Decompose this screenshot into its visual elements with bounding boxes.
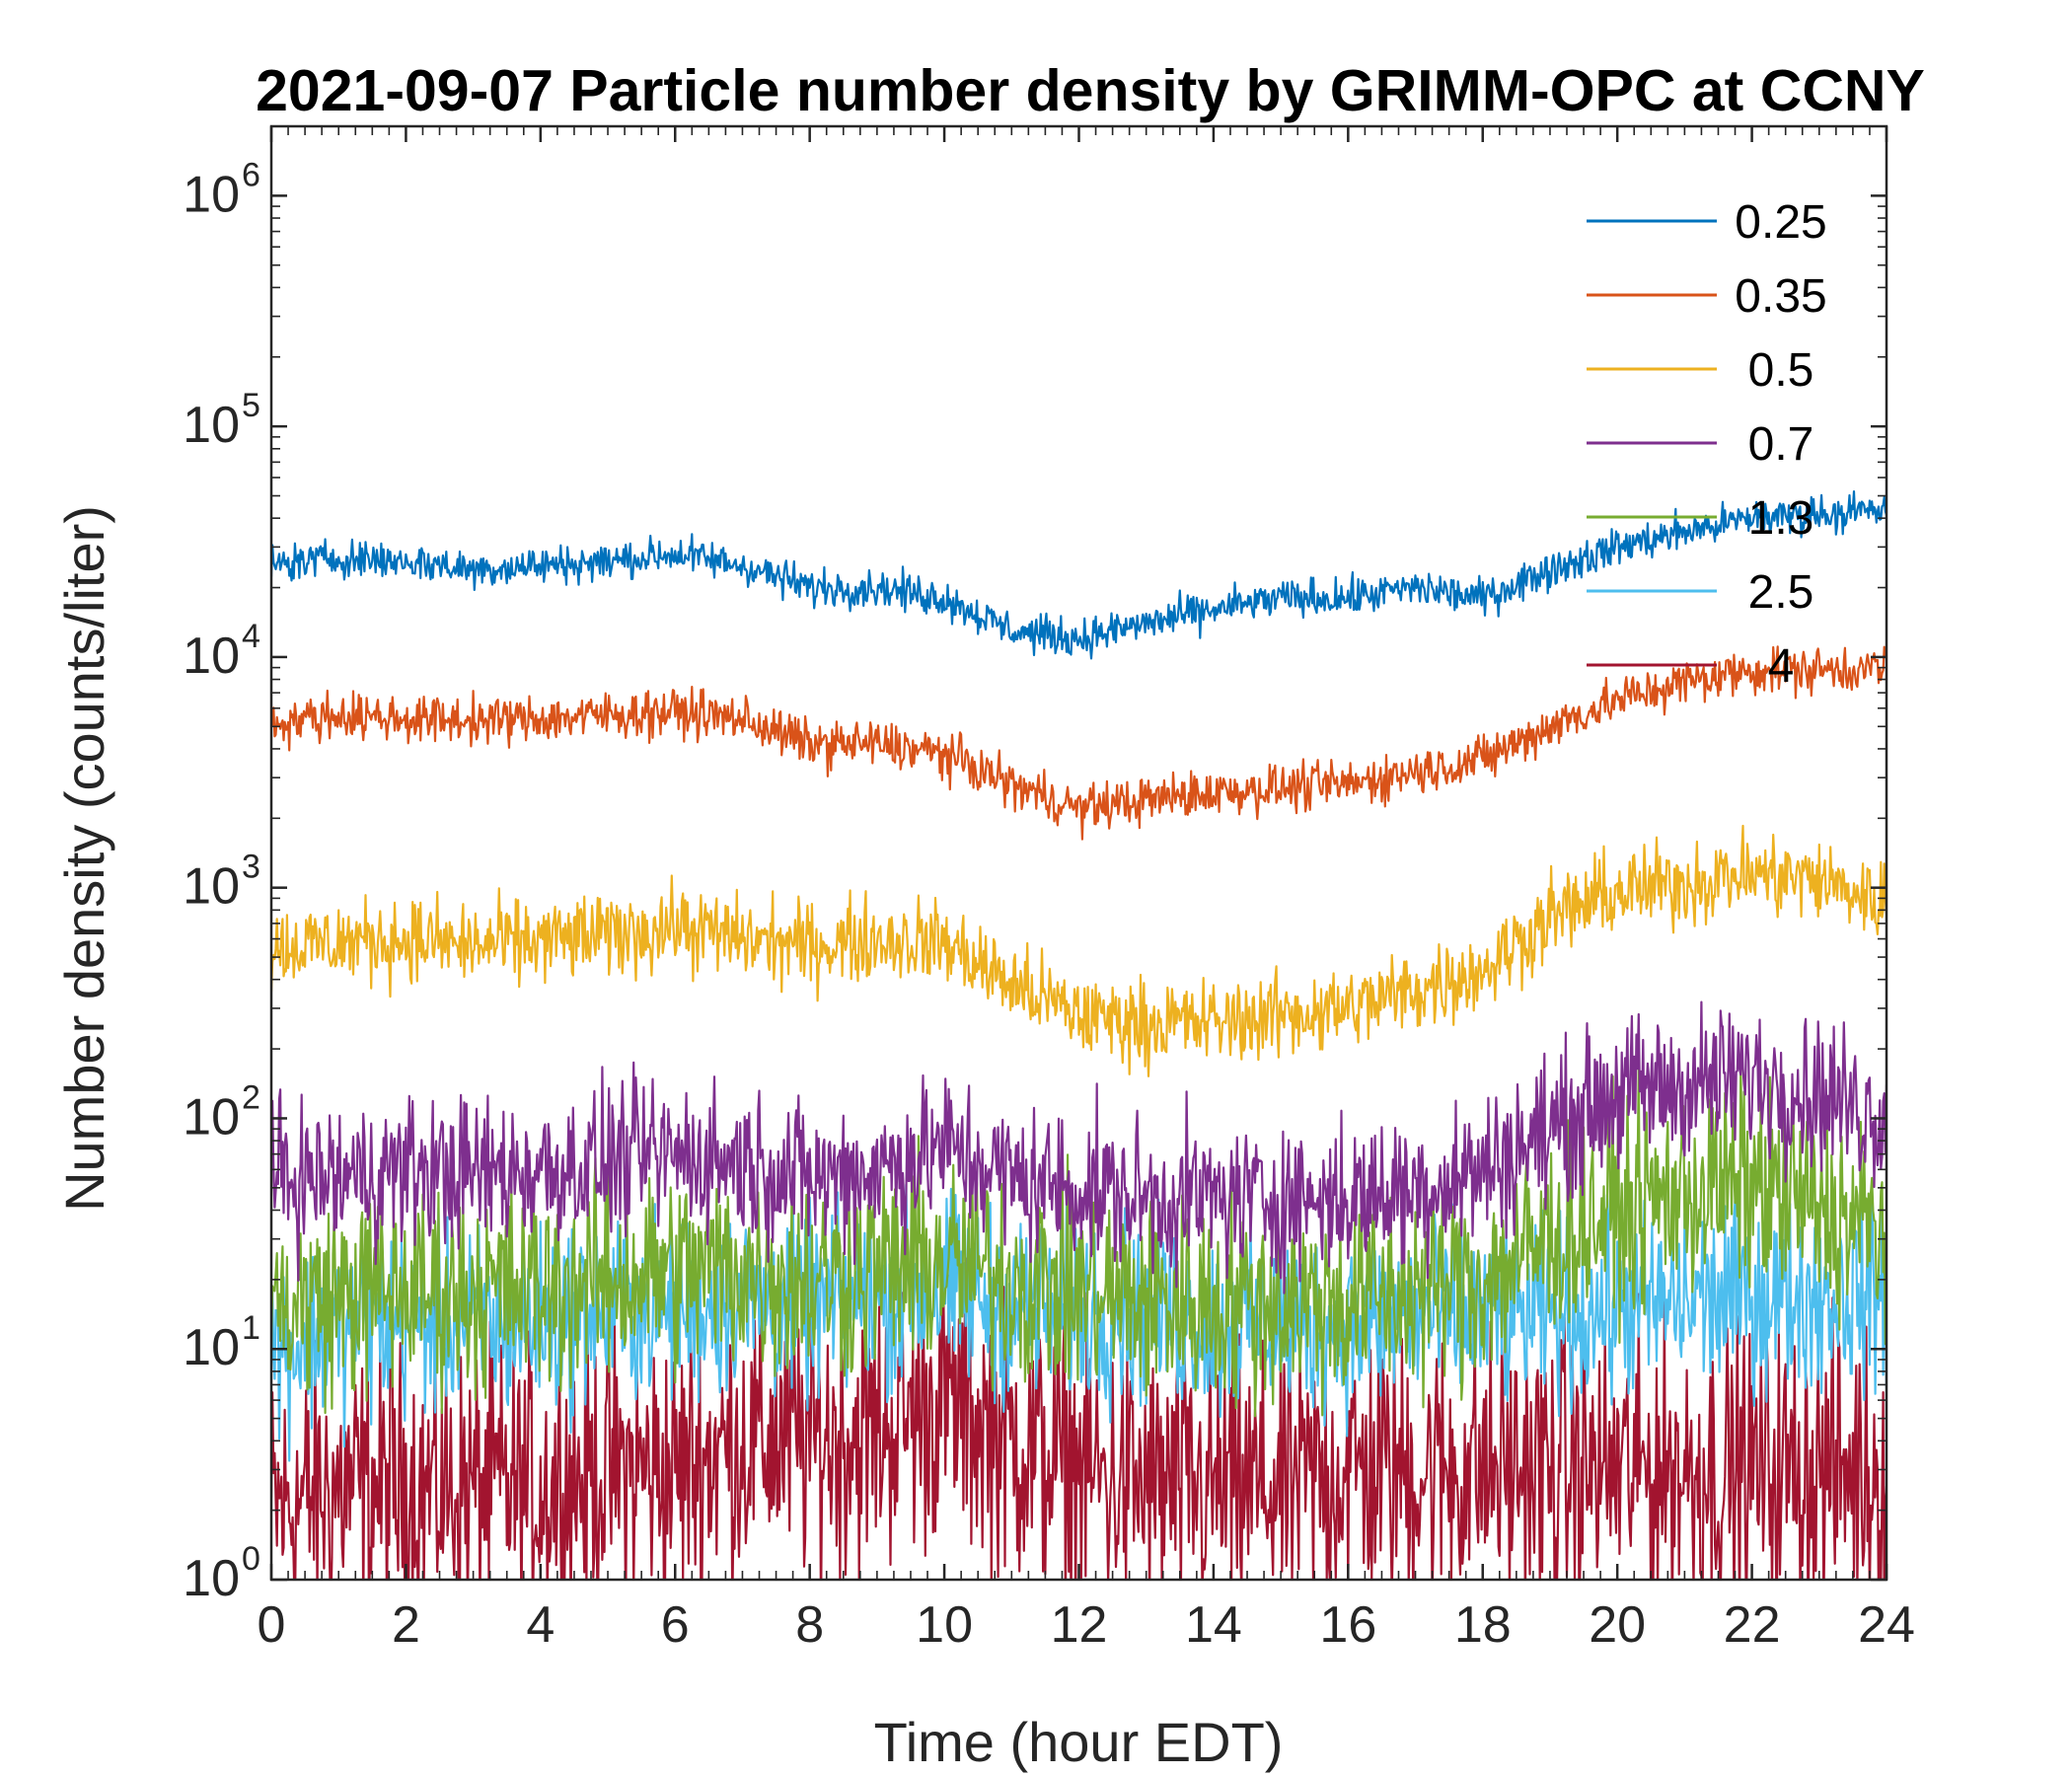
y-tick-label: 10 bbox=[183, 1319, 240, 1376]
x-tick-label: 22 bbox=[1724, 1596, 1781, 1654]
series-line-0-25 bbox=[271, 490, 1887, 660]
y-tick-label: 10 bbox=[183, 628, 240, 685]
y-tick-label: 10 bbox=[183, 166, 240, 223]
x-tick-label: 6 bbox=[661, 1596, 690, 1654]
series-line-1-3 bbox=[271, 1067, 1887, 1418]
legend-label: 2.5 bbox=[1748, 566, 1814, 619]
y-tick-exponent: 4 bbox=[242, 618, 260, 655]
x-tick-label: 14 bbox=[1185, 1596, 1242, 1654]
y-tick-exponent: 5 bbox=[242, 387, 260, 424]
y-axis-label: Number density (counts/liter) bbox=[53, 505, 115, 1212]
x-axis-label: Time (hour EDT) bbox=[874, 1711, 1284, 1773]
legend-label: 1.3 bbox=[1748, 492, 1814, 545]
series-line-0-7 bbox=[271, 1000, 1887, 1295]
y-tick-exponent: 0 bbox=[242, 1540, 260, 1578]
legend-label: 0.5 bbox=[1748, 344, 1814, 397]
x-tick-label: 0 bbox=[258, 1596, 286, 1654]
x-tick-label: 18 bbox=[1454, 1596, 1512, 1654]
y-tick-label: 10 bbox=[183, 858, 240, 916]
series-line-4 bbox=[271, 1257, 1887, 1580]
legend-label: 4 bbox=[1768, 640, 1795, 693]
plot-area bbox=[271, 490, 1887, 1580]
legend-label: 0.25 bbox=[1735, 196, 1826, 249]
series-line-0-5 bbox=[271, 824, 1887, 1077]
y-tick-exponent: 2 bbox=[242, 1078, 260, 1116]
legend: 0.25 0.35 0.5 0.7 1.3 2.5 4 bbox=[1587, 196, 1827, 693]
legend-label: 0.7 bbox=[1748, 418, 1814, 471]
y-tick-label: 10 bbox=[183, 397, 240, 454]
y-tick-label: 10 bbox=[183, 1088, 240, 1146]
y-tick-label: 10 bbox=[183, 1550, 240, 1607]
series-line-0-35 bbox=[271, 645, 1887, 841]
y-tick-exponent: 1 bbox=[242, 1309, 260, 1347]
x-tick-label: 2 bbox=[392, 1596, 420, 1654]
legend-label: 0.35 bbox=[1735, 270, 1826, 323]
x-tick-label: 10 bbox=[916, 1596, 973, 1654]
x-tick-label: 16 bbox=[1319, 1596, 1376, 1654]
y-tick-exponent: 3 bbox=[242, 849, 260, 886]
x-tick-label: 8 bbox=[795, 1596, 824, 1654]
chart-title: 2021-09-07 Particle number density by GR… bbox=[256, 58, 1925, 123]
x-tick-label: 20 bbox=[1589, 1596, 1646, 1654]
x-tick-label: 24 bbox=[1858, 1596, 1915, 1654]
x-tick-label: 4 bbox=[526, 1596, 555, 1654]
x-tick-label: 12 bbox=[1051, 1596, 1108, 1654]
axes bbox=[269, 124, 1888, 1582]
y-tick-exponent: 6 bbox=[242, 156, 260, 193]
